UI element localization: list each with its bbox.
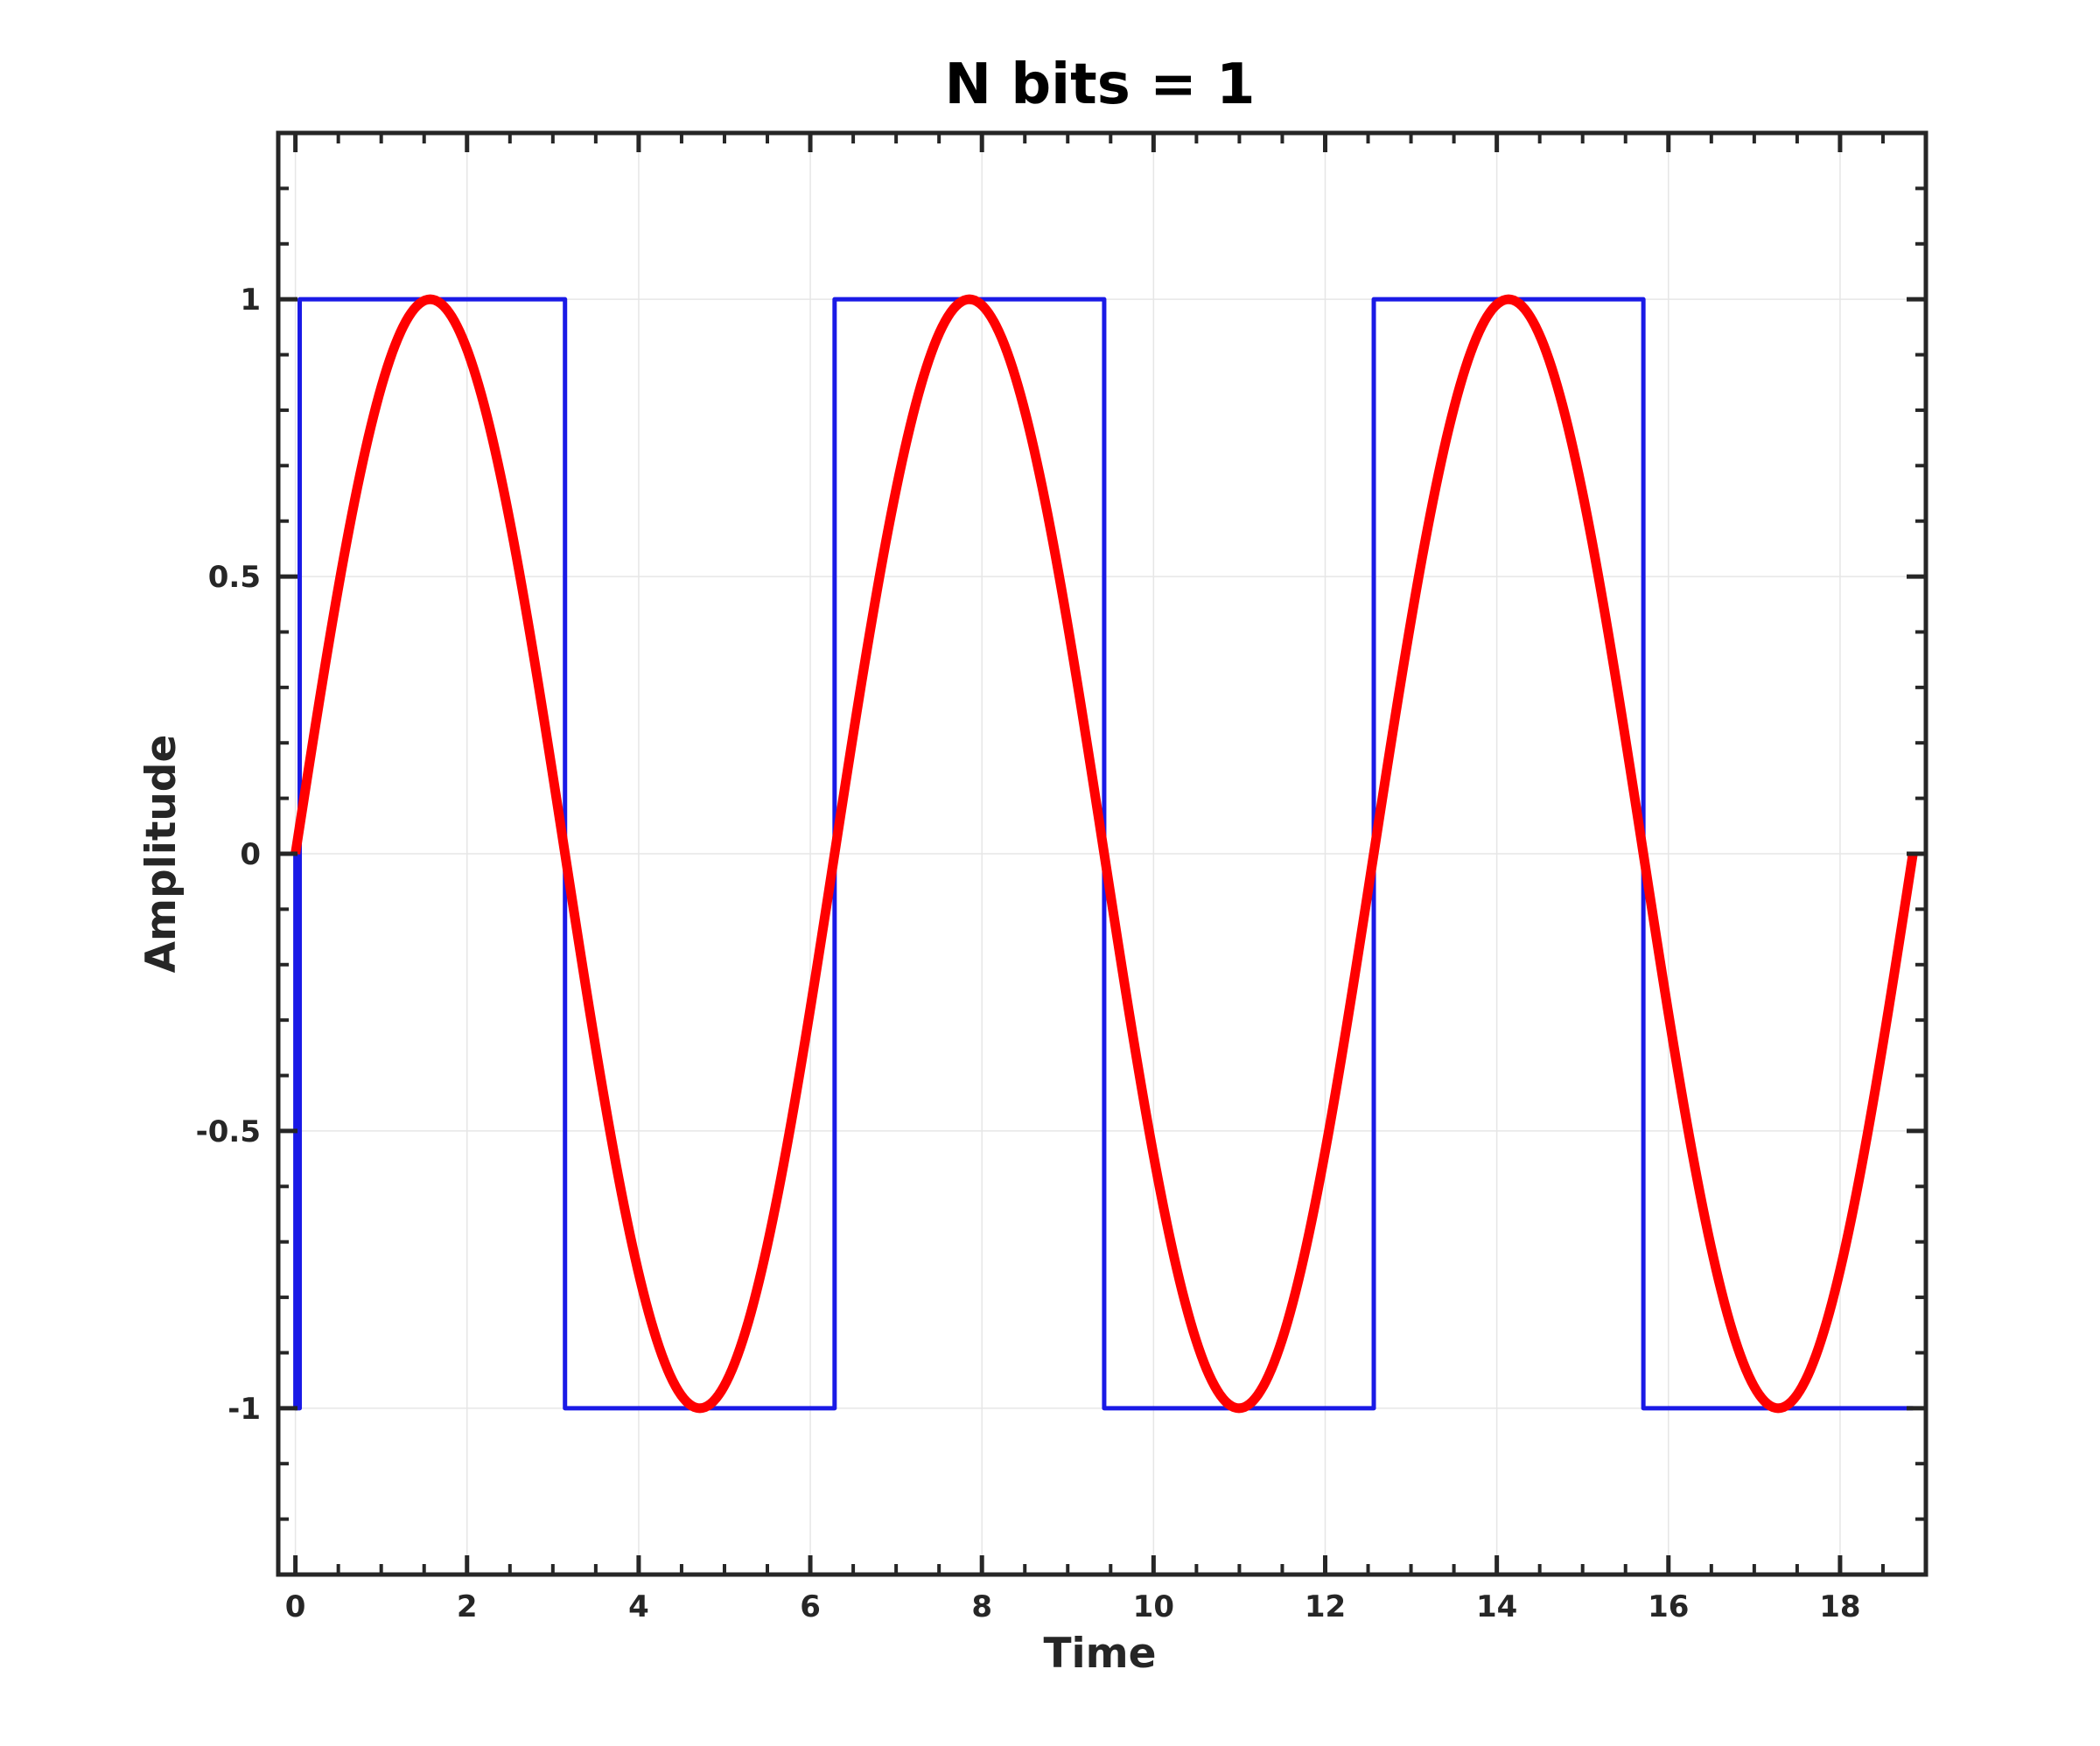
chart-title: N bits = 1 bbox=[945, 52, 1256, 117]
y-tick-label: 0.5 bbox=[208, 560, 261, 595]
x-axis-label: Time bbox=[1043, 1630, 1156, 1678]
y-tick-label: 0 bbox=[240, 837, 261, 872]
x-tick-label: 6 bbox=[800, 1589, 821, 1624]
x-tick-label: 10 bbox=[1133, 1589, 1174, 1624]
major-ticks bbox=[278, 133, 1926, 1575]
x-tick-label: 16 bbox=[1648, 1589, 1689, 1624]
sine-wave-series bbox=[290, 294, 1918, 1414]
y-tick-label: 1 bbox=[240, 283, 261, 318]
x-tick-label: 12 bbox=[1305, 1589, 1346, 1624]
y-tick-label: -1 bbox=[228, 1392, 261, 1427]
y-axis-label: Amplitude bbox=[137, 735, 186, 974]
x-tick-label: 4 bbox=[628, 1589, 649, 1624]
y-tick-label: -0.5 bbox=[196, 1114, 261, 1149]
quantized-step-series bbox=[293, 297, 1914, 1411]
y-tick-labels: -1 -0.5 0 0.5 1 bbox=[196, 283, 261, 1427]
x-tick-labels: 0 2 4 6 8 10 12 14 16 18 bbox=[285, 1589, 1861, 1624]
plot-area bbox=[276, 130, 1928, 1577]
x-tick-label: 8 bbox=[971, 1589, 992, 1624]
x-tick-label: 0 bbox=[285, 1589, 306, 1624]
x-tick-label: 14 bbox=[1476, 1589, 1517, 1624]
axes-frame bbox=[276, 130, 1928, 1577]
x-tick-label: 18 bbox=[1819, 1589, 1860, 1624]
series-layer bbox=[290, 294, 1918, 1414]
x-tick-label: 2 bbox=[457, 1589, 478, 1624]
